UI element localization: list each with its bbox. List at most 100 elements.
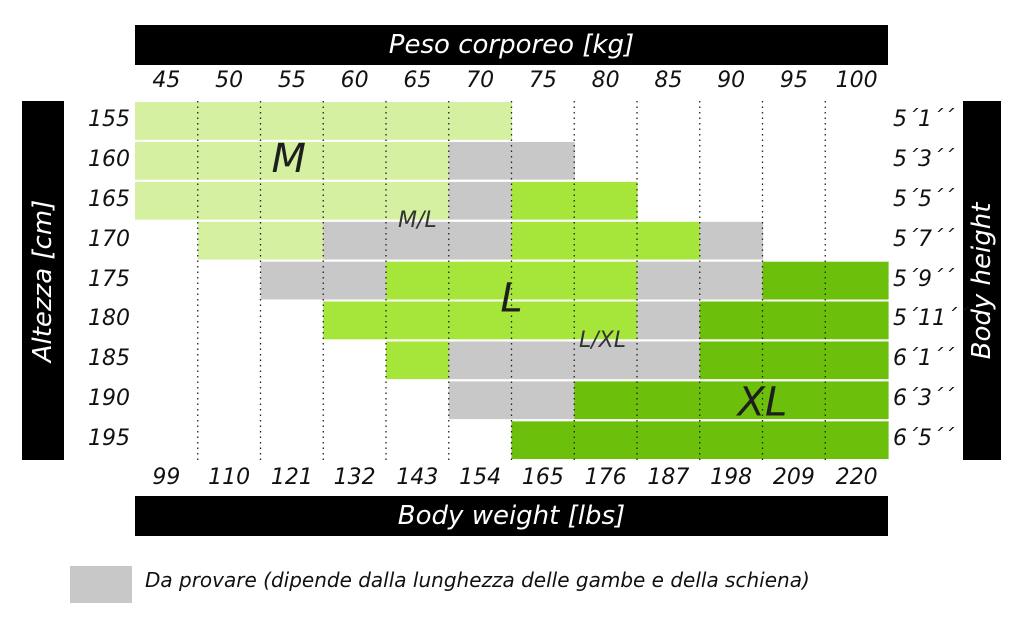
cell-xl-8-6: [511, 421, 575, 460]
cell-l-5-7: [574, 301, 638, 340]
cell-l-5-6: [511, 301, 575, 340]
kg-tick-label: 80: [591, 68, 620, 93]
cm-tick-label: 190: [88, 386, 130, 412]
ft-tick-label: 5´1´´: [893, 107, 954, 132]
cell-xl-8-11: [825, 421, 889, 460]
cell-l-6-4: [386, 341, 450, 380]
cell-lxl-6-7: [574, 341, 638, 380]
cell-ml-4-2: [260, 261, 324, 300]
lbs-tick-label: 143: [396, 465, 439, 490]
height-cm-title-bar: Altezza [cm]: [22, 101, 64, 460]
cell-lxl-3-9: [699, 221, 764, 260]
lbs-tick-label: 187: [647, 465, 690, 490]
kg-tick-label: 100: [835, 68, 878, 93]
legend-text: Da provare (dipende dalla lunghezza dell…: [145, 568, 810, 592]
lbs-tick-label: 121: [270, 465, 313, 490]
cell-m-1-4: [386, 141, 450, 180]
lbs-tick-label: 165: [521, 465, 564, 490]
cell-l-5-3: [323, 301, 387, 340]
kg-tick-label: 75: [528, 68, 557, 93]
cell-xl-7-10: [762, 381, 826, 420]
cell-lxl-4-8: [637, 261, 701, 300]
cell-ml-3-5: [448, 221, 513, 260]
ft-tick-label: 5´3´´: [893, 146, 954, 172]
cell-xl-6-10: [762, 341, 826, 380]
cell-xl-8-10: [762, 421, 826, 460]
ft-tick-label: 5´7´´: [893, 226, 954, 252]
cell-xl-4-10: [762, 261, 826, 300]
cm-tick-label: 160: [88, 146, 130, 172]
cell-m-0-3: [323, 102, 387, 140]
legend-swatch: [70, 566, 132, 603]
cell-lxl-7-5: [448, 381, 513, 420]
cell-m-2-1: [197, 181, 262, 220]
kg-tick-label: 90: [717, 68, 746, 93]
kg-tick-label: 70: [466, 68, 495, 93]
lbs-tick-label: 110: [208, 465, 251, 490]
lbs-tick-label: 154: [459, 465, 502, 490]
cell-l-2-7: [574, 181, 638, 220]
cell-m-2-0: [135, 181, 199, 220]
cell-l-4-7: [574, 261, 638, 300]
lbs-tick-label: 99: [152, 465, 181, 490]
cm-tick-label: 170: [88, 226, 130, 252]
cell-xl-4-11: [825, 261, 889, 300]
ft-tick-label: 5´9´´: [893, 266, 954, 292]
cell-l-5-5: [448, 301, 513, 340]
cell-ml-3-4: [386, 221, 450, 260]
cell-xl-5-9: [699, 301, 764, 340]
height-ft-title-bar: Body height: [963, 101, 1001, 460]
ft-tick-label: 5´11´´: [893, 306, 968, 332]
cell-xl-6-9: [699, 341, 764, 380]
cell-l-4-5: [448, 261, 513, 300]
cell-l-2-6: [511, 181, 575, 220]
cell-m-0-2: [260, 102, 324, 140]
cell-m-2-2: [260, 181, 324, 220]
kg-tick-label: 95: [779, 68, 808, 93]
cell-ml-4-3: [323, 261, 387, 300]
cell-xl-7-9: [699, 381, 764, 420]
cell-m-1-3: [323, 141, 387, 180]
cell-l-3-7: [574, 221, 638, 260]
cm-tick-label: 180: [88, 306, 130, 332]
cell-lxl-4-9: [699, 261, 764, 300]
cell-l-4-6: [511, 261, 575, 300]
cell-xl-8-9: [699, 421, 764, 460]
cm-tick-label: 165: [88, 186, 130, 212]
cell-xl-5-10: [762, 301, 826, 340]
cell-xl-7-7: [574, 381, 638, 420]
cell-lxl-5-8: [637, 301, 701, 340]
kg-tick-label: 55: [277, 68, 306, 93]
kg-tick-label: 85: [654, 68, 683, 93]
ft-tick-label: 5´5´´: [893, 186, 954, 212]
cell-l-4-4: [386, 261, 450, 300]
zone-label: L/XL: [579, 328, 626, 353]
lbs-tick-label: 209: [772, 465, 815, 490]
ft-tick-label: 6´1´´: [893, 346, 954, 372]
cell-lxl-6-8: [637, 341, 701, 380]
zone-label: M: [271, 136, 306, 182]
cell-m-0-5: [448, 102, 513, 140]
cell-lxl-7-6: [511, 381, 575, 420]
cm-tick-label: 185: [88, 346, 130, 372]
cell-lxl-6-6: [511, 341, 575, 380]
cell-m-0-1: [197, 102, 262, 140]
lbs-tick-label: 176: [584, 465, 627, 490]
weight-kg-title: Peso corporeo [kg]: [135, 25, 888, 65]
zone-label: XL: [736, 379, 788, 425]
cell-ml-3-3: [323, 221, 387, 260]
cell-m-2-4: [386, 181, 450, 220]
ft-tick-label: 6´3´´: [893, 386, 954, 412]
cell-lxl-6-5: [448, 341, 513, 380]
cm-tick-label: 175: [88, 266, 130, 292]
cell-m-1-1: [197, 141, 262, 180]
kg-tick-label: 65: [403, 68, 432, 93]
cell-xl-8-7: [574, 421, 638, 460]
cell-xl-7-11: [825, 381, 889, 420]
cell-xl-7-8: [637, 381, 701, 420]
cell-l-3-8: [637, 221, 701, 260]
cell-xl-6-11: [825, 341, 889, 380]
cell-m-1-2: [260, 141, 324, 180]
weight-lbs-title: Body weight [lbs]: [135, 496, 888, 536]
